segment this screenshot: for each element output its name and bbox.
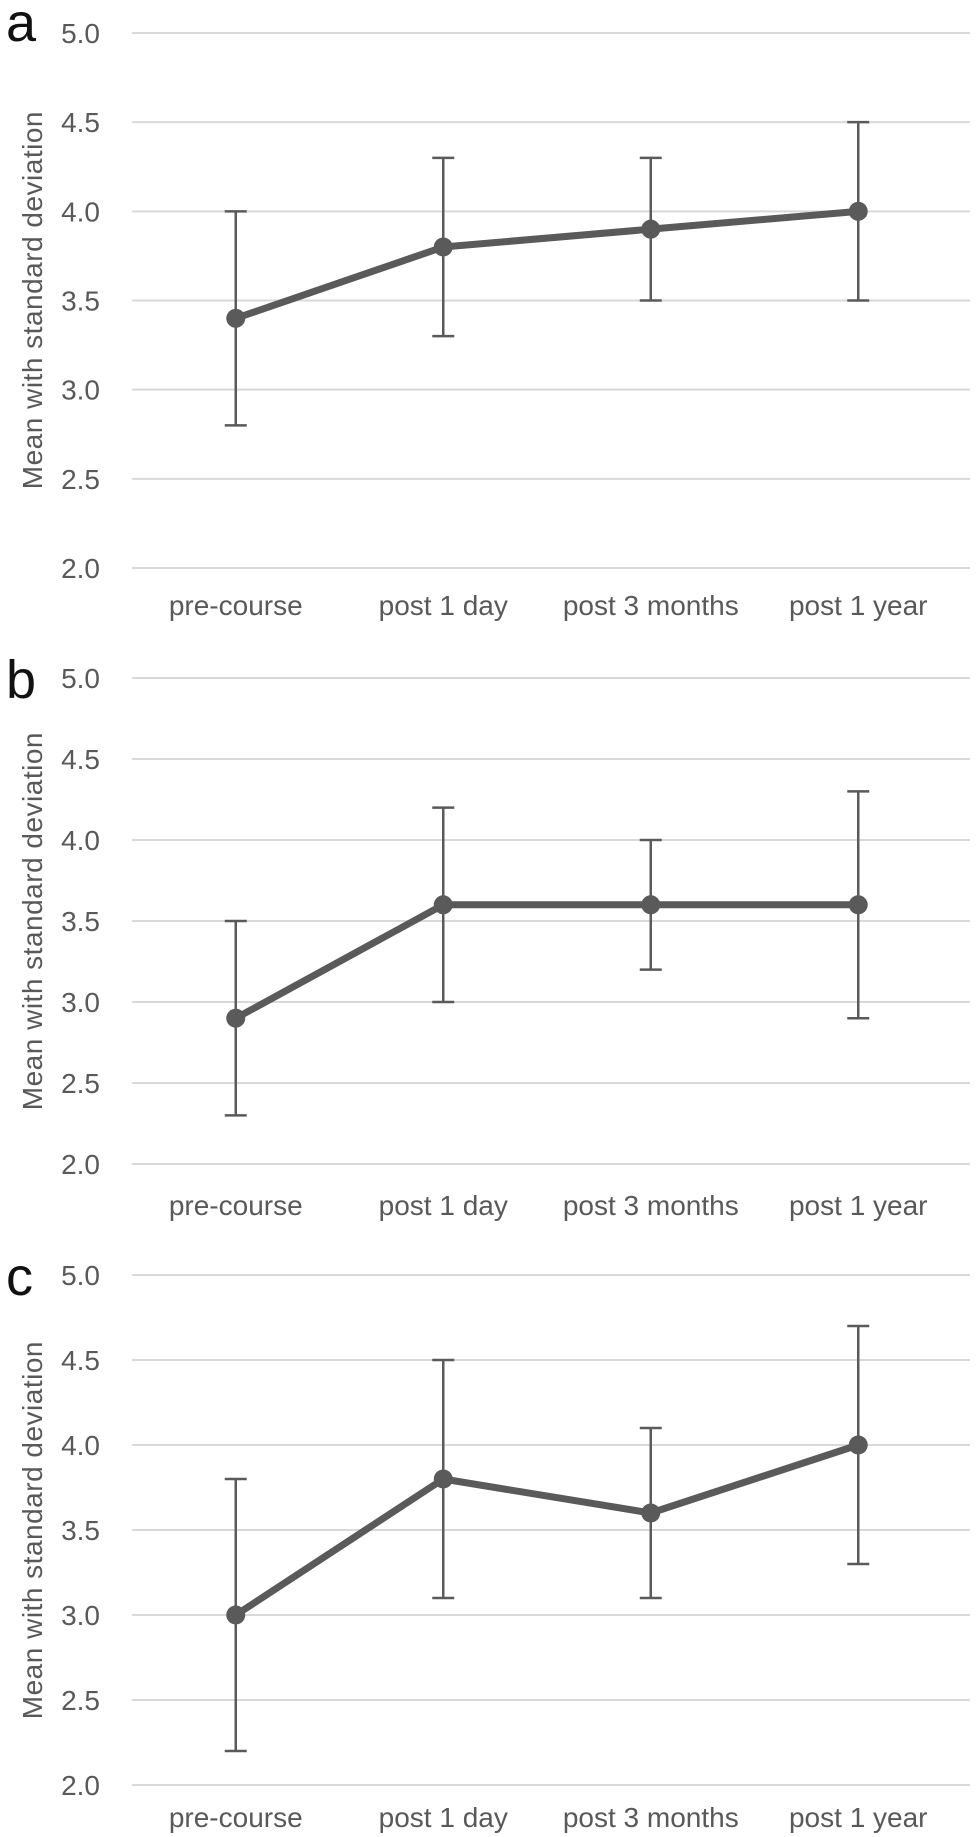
error-bars — [224, 1324, 870, 1753]
panel-b-letter: b — [6, 650, 37, 710]
svg-text:4.0: 4.0 — [61, 196, 100, 227]
svg-text:pre-course: pre-course — [169, 590, 303, 621]
chart-c-plot: 5.0 4.5 4.0 3.5 3.0 2.5 2.0 pre-course post 1 da… — [61, 1260, 970, 1833]
svg-text:5.0: 5.0 — [61, 663, 100, 694]
mean-line — [232, 207, 862, 322]
svg-text:pre-course: pre-course — [169, 1802, 303, 1833]
svg-text:3.5: 3.5 — [61, 1515, 100, 1546]
error-bars — [224, 120, 870, 427]
x-tick-labels: pre-course post 1 day post 3 months post 1 … — [169, 1190, 928, 1221]
mean-line — [232, 1441, 862, 1619]
svg-text:2.0: 2.0 — [61, 553, 100, 584]
svg-text:post 1 year: post 1 year — [789, 1190, 928, 1221]
svg-text:post 1 day: post 1 day — [379, 590, 508, 621]
svg-text:4.0: 4.0 — [61, 1430, 100, 1461]
svg-text:5.0: 5.0 — [61, 1260, 100, 1291]
svg-text:post 1 day: post 1 day — [379, 1802, 508, 1833]
svg-text:2.0: 2.0 — [61, 1770, 100, 1801]
svg-text:2.5: 2.5 — [61, 464, 100, 495]
gridlines-and-y-ticks: 5.0 4.5 4.0 3.5 3.0 2.5 2.0 — [61, 1260, 970, 1801]
gridlines-and-y-ticks: 5.0 4.5 4.0 3.5 3.0 2.5 2.0 — [61, 18, 970, 584]
chart-panel-b: b Mean with standard deviation 5.0 4.5 4.0… — [0, 645, 977, 1228]
x-tick-labels: pre-course post 1 day post 3 months post 1 … — [169, 1802, 928, 1833]
svg-text:3.0: 3.0 — [61, 987, 100, 1018]
svg-text:4.5: 4.5 — [61, 107, 100, 138]
svg-text:2.5: 2.5 — [61, 1068, 100, 1099]
gridlines-and-y-ticks: 5.0 4.5 4.0 3.5 3.0 2.5 2.0 — [61, 663, 970, 1180]
svg-text:4.5: 4.5 — [61, 1345, 100, 1376]
svg-text:post 1 year: post 1 year — [789, 1802, 928, 1833]
mean-markers — [226, 895, 868, 1028]
mean-markers — [226, 1435, 868, 1625]
mean-markers — [226, 201, 868, 328]
mean-line — [232, 901, 862, 1022]
svg-text:2.0: 2.0 — [61, 1149, 100, 1180]
panel-c-letter: c — [6, 1247, 33, 1307]
svg-text:post 1 year: post 1 year — [789, 590, 928, 621]
svg-text:2.5: 2.5 — [61, 1685, 100, 1716]
svg-text:3.5: 3.5 — [61, 286, 100, 317]
svg-text:pre-course: pre-course — [169, 1190, 303, 1221]
x-tick-labels: pre-course post 1 day post 3 months post 1 … — [169, 590, 928, 621]
panel-a-letter: a — [6, 0, 37, 53]
svg-text:5.0: 5.0 — [61, 18, 100, 49]
svg-text:4.0: 4.0 — [61, 825, 100, 856]
chart-panel-a: a Mean with standard deviation 5.0 4.5 4.0… — [0, 0, 977, 645]
svg-text:post 3 months: post 3 months — [563, 590, 739, 621]
chart-b-plot: 5.0 4.5 4.0 3.5 3.0 2.5 2.0 pre-course post 1 da… — [61, 663, 970, 1221]
svg-text:4.5: 4.5 — [61, 744, 100, 775]
svg-text:3.0: 3.0 — [61, 1600, 100, 1631]
svg-text:3.5: 3.5 — [61, 906, 100, 937]
svg-text:post 1 day: post 1 day — [379, 1190, 508, 1221]
svg-text:post 3 months: post 3 months — [563, 1190, 739, 1221]
chart-a-plot: 5.0 4.5 4.0 3.5 3.0 2.5 2.0 pre-course post 1 da… — [61, 18, 970, 621]
svg-text:post 3 months: post 3 months — [563, 1802, 739, 1833]
chart-panel-c: c Mean with standard deviation 5.0 4.5 4.0… — [0, 1228, 977, 1837]
svg-text:3.0: 3.0 — [61, 375, 100, 406]
